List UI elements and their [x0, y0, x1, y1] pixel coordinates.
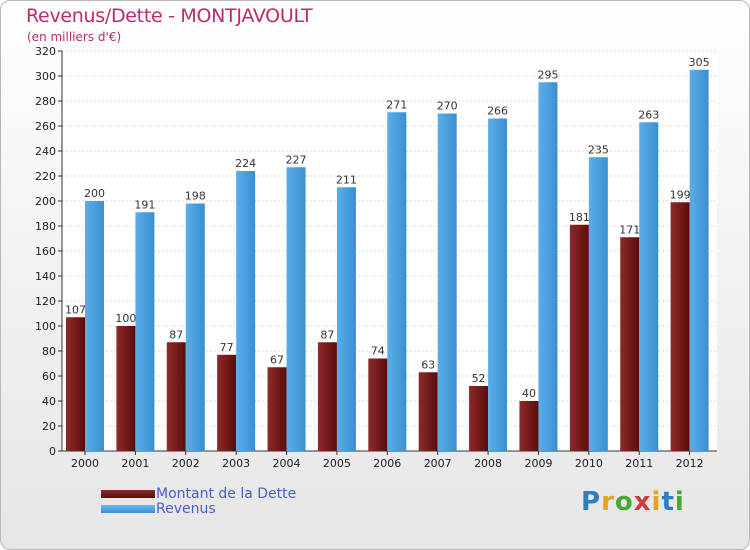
data-label-dette: 40 — [522, 387, 536, 400]
bar-revenus — [437, 113, 457, 451]
data-label-dette: 74 — [371, 345, 385, 358]
y-tick-label: 320 — [35, 45, 56, 58]
x-tick-label: 2012 — [676, 457, 704, 470]
data-label-dette: 199 — [670, 188, 691, 201]
y-tick-label: 240 — [35, 145, 56, 158]
y-tick-label: 100 — [35, 320, 56, 333]
data-label-revenus: 211 — [336, 173, 357, 186]
y-tick-label: 0 — [49, 445, 56, 458]
legend-swatch-revenus — [101, 505, 155, 513]
data-label-revenus: 235 — [588, 143, 609, 156]
chart-subtitle: (en milliers d'€) — [27, 30, 122, 44]
x-tick-label: 2007 — [424, 457, 452, 470]
bar-revenus — [639, 122, 659, 451]
data-label-revenus: 270 — [437, 100, 458, 113]
x-tick-label: 2002 — [172, 457, 200, 470]
logo-letter: i — [674, 487, 685, 517]
bar-revenus — [236, 171, 256, 451]
x-tick-label: 2006 — [373, 457, 401, 470]
bar-dette — [166, 342, 186, 451]
data-label-dette: 87 — [320, 328, 334, 341]
data-label-revenus: 305 — [689, 56, 710, 69]
bar-dette — [569, 224, 589, 451]
legend-label-dette: Montant de la Dette — [156, 486, 297, 502]
logo-letter: r — [601, 487, 615, 517]
y-tick-label: 80 — [42, 345, 56, 358]
x-tick-label: 2010 — [575, 457, 603, 470]
bar-dette — [670, 202, 690, 451]
x-tick-label: 2000 — [71, 457, 99, 470]
bar-revenus — [387, 112, 407, 451]
data-label-dette: 67 — [270, 353, 284, 366]
x-tick-label: 2004 — [273, 457, 301, 470]
bar-dette — [620, 237, 640, 451]
x-tick-label: 2008 — [474, 457, 502, 470]
legend-label-revenus: Revenus — [156, 501, 216, 517]
y-tick-label: 120 — [35, 295, 56, 308]
proxiti-logo: Proxiti — [581, 487, 685, 517]
x-tick-label: 2001 — [121, 457, 149, 470]
logo-letter: P — [581, 487, 602, 517]
data-label-dette: 181 — [569, 211, 590, 224]
x-tick-label: 2009 — [524, 457, 552, 470]
bar-dette — [418, 372, 438, 451]
bar-revenus — [689, 69, 709, 451]
bar-dette — [368, 358, 388, 451]
bar-revenus — [185, 203, 205, 451]
data-label-dette: 107 — [65, 303, 86, 316]
y-tick-label: 20 — [42, 420, 56, 433]
logo-letter: i — [651, 487, 662, 517]
data-label-revenus: 271 — [386, 98, 407, 111]
bar-dette — [217, 354, 237, 451]
data-label-dette: 171 — [619, 223, 640, 236]
x-tick-label: 2003 — [222, 457, 250, 470]
data-label-revenus: 263 — [638, 108, 659, 121]
x-tick-label: 2011 — [625, 457, 653, 470]
data-label-revenus: 191 — [134, 198, 155, 211]
data-label-revenus: 224 — [235, 157, 256, 170]
data-label-dette: 77 — [220, 341, 234, 354]
bar-dette — [116, 326, 136, 451]
y-tick-label: 200 — [35, 195, 56, 208]
data-label-revenus: 198 — [185, 190, 206, 203]
y-tick-label: 140 — [35, 270, 56, 283]
y-tick-label: 220 — [35, 170, 56, 183]
bar-dette — [519, 401, 539, 451]
y-tick-label: 280 — [35, 95, 56, 108]
bar-dette — [469, 386, 489, 451]
data-label-revenus: 295 — [537, 68, 558, 81]
y-tick-label: 180 — [35, 220, 56, 233]
logo-letter: t — [661, 487, 675, 517]
data-label-revenus: 266 — [487, 105, 508, 118]
data-label-revenus: 200 — [84, 187, 105, 200]
y-tick-label: 160 — [35, 245, 56, 258]
y-tick-label: 60 — [42, 370, 56, 383]
y-tick-label: 260 — [35, 120, 56, 133]
bar-dette — [317, 342, 337, 451]
bar-dette — [66, 317, 85, 451]
data-label-revenus: 227 — [286, 153, 307, 166]
chart-title: Revenus/Dette - MONTJAVOULT — [26, 5, 313, 27]
bar-revenus — [488, 118, 508, 451]
logo-letter: o — [614, 487, 634, 517]
data-label-dette: 52 — [472, 372, 486, 385]
data-label-dette: 63 — [421, 358, 435, 371]
y-tick-label: 40 — [42, 395, 56, 408]
bar-revenus — [286, 167, 306, 451]
legend-swatch-dette — [101, 490, 155, 498]
logo-letter: x — [633, 487, 652, 517]
bar-revenus — [135, 212, 155, 451]
bar-revenus — [538, 82, 558, 451]
x-tick-label: 2005 — [323, 457, 351, 470]
bar-revenus — [336, 187, 356, 451]
bar-dette — [267, 367, 287, 451]
y-tick-label: 300 — [35, 70, 56, 83]
data-label-dette: 87 — [169, 328, 183, 341]
bar-revenus — [85, 201, 104, 451]
data-label-dette: 100 — [115, 312, 136, 325]
bar-revenus — [588, 157, 608, 451]
